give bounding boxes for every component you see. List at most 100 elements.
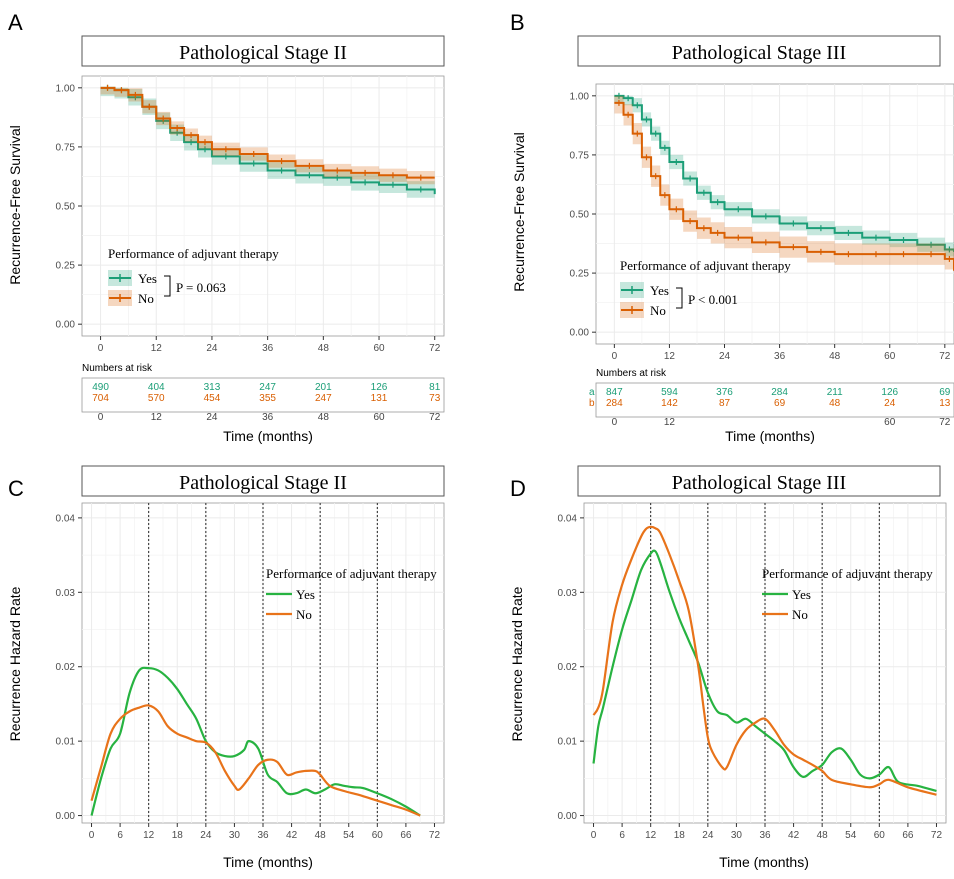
x-tick-label: 18	[172, 830, 184, 841]
risk-table-frame	[595, 382, 954, 418]
x-tick-label: 30	[229, 830, 241, 841]
panel-title: Pathological Stage II	[179, 42, 347, 64]
y-tick-label: 0.01	[558, 737, 578, 748]
p-value: P < 0.001	[688, 292, 738, 307]
x-tick-label: 36	[759, 830, 771, 841]
x-tick-label: 24	[719, 351, 731, 362]
series-line-yes	[90, 666, 421, 817]
x-tick-label: 42	[286, 830, 298, 841]
risk-count: 13	[939, 398, 951, 409]
y-tick-label: 0.75	[570, 150, 590, 161]
y-axis-title: Recurrence-Free Survival	[7, 125, 23, 285]
x-tick-label: 48	[829, 351, 841, 362]
legend: Performance of adjuvant therapy Yes No P < …	[620, 258, 791, 318]
y-axis-title: Recurrence Hazard Rate	[7, 586, 23, 741]
risk-time-label: 12	[151, 412, 163, 423]
legend-label: Yes	[792, 587, 811, 602]
y-tick-label: 1.00	[570, 91, 590, 102]
risk-count: 704	[92, 393, 109, 404]
legend-title: Performance of adjuvant therapy	[762, 566, 933, 581]
y-axis-title: Recurrence Hazard Rate	[509, 586, 525, 741]
y-tick-label: 0.50	[570, 210, 590, 221]
panel-a: A Pathological Stage II 0 12 24 36 48 60 72 0.0…	[7, 10, 445, 444]
legend-label: No	[296, 607, 312, 622]
legend: Performance of adjuvant therapy Yes No P = …	[108, 246, 279, 306]
confidence-band-yes	[614, 95, 954, 259]
x-tick-label: 36	[257, 830, 269, 841]
risk-count: 284	[606, 398, 623, 409]
risk-count: 87	[719, 398, 731, 409]
x-tick-label: 12	[151, 343, 163, 354]
risk-count: 69	[774, 398, 786, 409]
series-line-no	[614, 101, 954, 271]
risk-row-marker: b	[589, 398, 595, 409]
legend-title: Performance of adjuvant therapy	[620, 258, 791, 273]
risk-time-label: 72	[939, 417, 951, 428]
x-axis-title: Time (months)	[719, 854, 809, 870]
x-tick-label: 72	[931, 830, 943, 841]
risk-time-label: 60	[884, 417, 896, 428]
x-tick-label: 60	[874, 830, 886, 841]
y-axis-title: Recurrence-Free Survival	[511, 132, 527, 292]
risk-count: 594	[661, 387, 678, 398]
risk-count: 404	[148, 382, 165, 393]
risk-time-label: 36	[262, 412, 274, 423]
panel-title: Pathological Stage III	[672, 472, 846, 494]
x-axis-title: Time (months)	[725, 428, 815, 444]
risk-time-label: 24	[206, 412, 218, 423]
risk-count: 847	[606, 387, 623, 398]
plot-area: 0 12 24 36 48 60 72 0.00 0.25 0.50 0.75 1.00	[570, 83, 954, 362]
x-tick-label: 24	[206, 343, 218, 354]
x-tick-label: 6	[117, 830, 123, 841]
x-tick-label: 66	[400, 830, 412, 841]
x-tick-label: 24	[702, 830, 714, 841]
p-value: P = 0.063	[176, 280, 226, 295]
risk-row-marker: a	[589, 387, 595, 398]
y-tick-label: 0.03	[558, 588, 578, 599]
risk-table-title: Numbers at risk	[596, 368, 667, 379]
risk-count: 211	[827, 387, 843, 398]
x-tick-label: 30	[731, 830, 743, 841]
risk-time-label: 0	[98, 412, 104, 423]
series-line-no	[100, 86, 435, 179]
legend-title: Performance of adjuvant therapy	[108, 246, 279, 261]
x-tick-label: 36	[262, 343, 274, 354]
confidence-band-no	[614, 95, 954, 282]
risk-time-label: 12	[664, 417, 676, 428]
y-tick-label: 0.00	[558, 811, 578, 822]
legend-label: No	[138, 291, 154, 306]
panel-title-box	[81, 465, 445, 497]
x-tick-label: 48	[817, 830, 829, 841]
x-tick-label: 12	[143, 830, 155, 841]
y-tick-label: 0.04	[56, 513, 76, 524]
panel-title-box	[577, 465, 941, 497]
panel-letter-b: B	[510, 10, 525, 35]
x-tick-label: 54	[845, 830, 857, 841]
legend-title: Performance of adjuvant therapy	[266, 566, 437, 581]
p-value-bracket	[676, 287, 683, 309]
risk-count: 376	[716, 387, 733, 398]
y-tick-label: 1.00	[56, 83, 76, 94]
risk-count: 247	[259, 382, 276, 393]
legend: Performance of adjuvant therapy Yes No	[762, 566, 933, 622]
x-tick-label: 42	[788, 830, 800, 841]
risk-count: 454	[204, 393, 221, 404]
plot-area: 0 6 12 18 24 30 36 42 48 54 60 66 72 0.00 0.01 0.02 0.03…	[56, 502, 445, 841]
x-tick-label: 0	[98, 343, 104, 354]
y-tick-label: 0.50	[56, 202, 76, 213]
x-tick-label: 0	[612, 351, 618, 362]
x-tick-label: 72	[429, 343, 441, 354]
panel-title: Pathological Stage II	[179, 472, 347, 494]
x-tick-label: 48	[318, 343, 330, 354]
x-tick-label: 0	[89, 830, 95, 841]
legend: Performance of adjuvant therapy Yes No	[266, 566, 437, 622]
y-tick-label: 0.02	[558, 662, 578, 673]
x-tick-label: 36	[774, 351, 786, 362]
panel-letter-a: A	[8, 10, 23, 35]
panel-title-box	[577, 35, 941, 67]
risk-count: 490	[92, 382, 109, 393]
risk-count: 69	[939, 387, 951, 398]
series-line-yes	[592, 549, 937, 793]
